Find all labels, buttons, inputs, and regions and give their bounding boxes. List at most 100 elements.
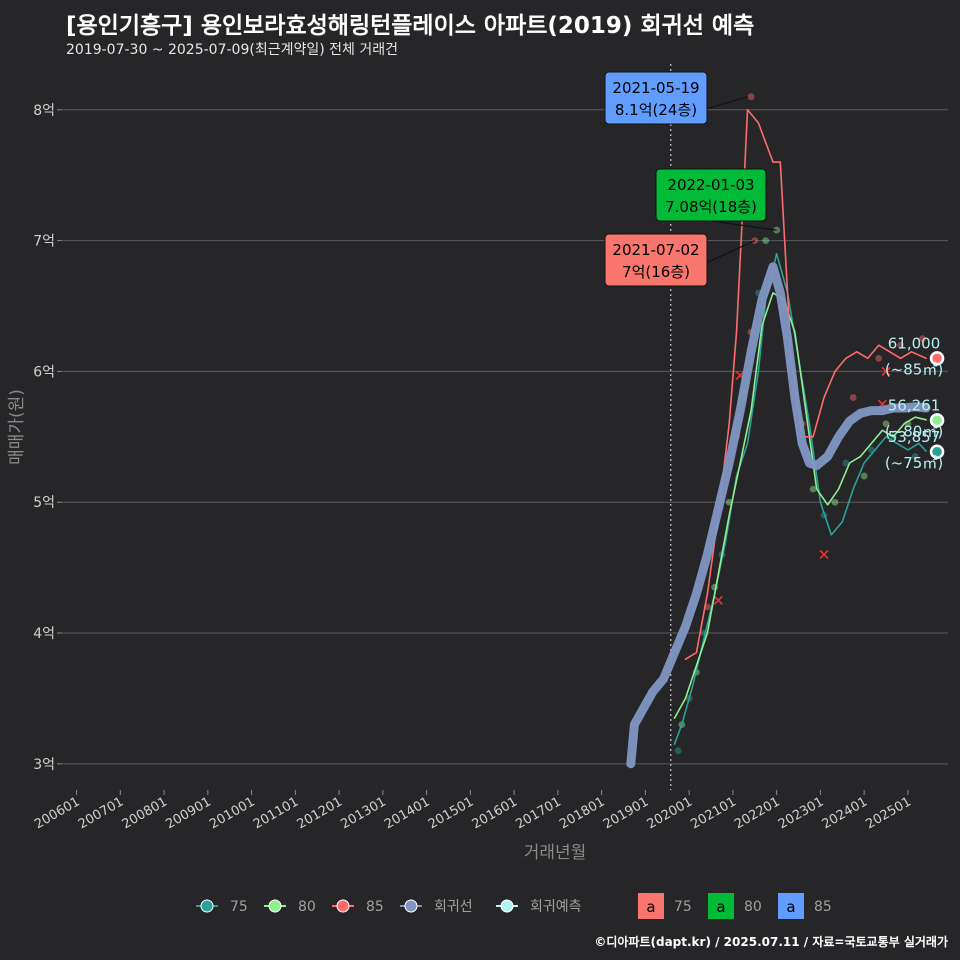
x-tick-label: 200601 [32,794,82,832]
prediction-value: 61,000 [888,334,941,352]
legend-swatch-dot [500,899,514,913]
cancelled-mark [881,366,891,377]
legend-box-label: 85 [814,899,832,915]
x-tick-label: 202501 [863,794,913,832]
scatter-point [911,453,919,460]
scatter-point [809,485,817,493]
callout-date: 2021-07-02 [612,241,699,259]
y-tick-label: 3억 [33,757,55,773]
scatter-point [875,354,883,362]
legend-swatch-dot [200,899,214,913]
prediction-point [929,351,945,366]
callout-label: 8.1억(24층) [615,101,697,119]
scatter-point [842,459,850,467]
x-tick-label: 202301 [776,794,826,832]
legend-box-label: 80 [744,899,762,915]
x-tick-label: 200801 [120,794,170,832]
x-tick-label: 201101 [251,794,301,832]
prediction-layer: 61,000 (~85㎡) 56,261 (~80㎡)53,857 (~75㎡) [885,334,945,472]
scatter-point [849,394,857,401]
series-layer [626,109,931,769]
legend-label: 80 [298,899,316,915]
legend-box-item-85: a 85 [778,893,832,919]
scatter-point [747,93,755,101]
source-caption: ©디아파트(dapt.kr) / 2025.07.11 / 자료=국토교통부 실… [594,935,948,949]
scatter-point [882,420,890,428]
legend: 75 80 85 회귀선 회귀예측 a 75 a 80 a 85 [196,893,832,919]
legend-label: 회귀예측 [530,899,582,915]
chart-subtitle: 2019-07-30 ~ 2025-07-09(최근계약일) 전체 거래건 [66,42,398,58]
scatter-point [831,498,839,506]
callout-box [604,71,708,125]
legend-item-75: 75 [196,899,248,915]
prediction-point [929,444,945,460]
legend-box-glyph: a [716,898,725,916]
y-tick-label: 4억 [33,626,55,642]
x-tick-label: 202001 [645,794,695,832]
legend-box-item-75: a 75 [638,893,692,919]
scatter-point [674,747,682,755]
legend-item-회귀선: 회귀선 [400,899,473,915]
callout-box [655,168,767,222]
callout-label: 7.08억(18층) [665,198,757,216]
x-tick-label: 201801 [557,794,607,832]
legend-swatch-dot [268,899,282,913]
prediction-area: (~75㎡) [885,454,943,472]
legend-box-label: 75 [674,899,692,915]
legend-item-85: 85 [332,899,384,915]
x-tick-label: 201001 [207,794,257,832]
x-tick-label: 200901 [163,794,213,832]
x-tick-label: 201501 [426,794,476,832]
legend-item-회귀예측: 회귀예측 [496,899,582,915]
series-line-75 [673,252,927,746]
legend-item-80: 80 [264,899,316,915]
x-tick-label: 201201 [295,794,345,832]
y-tick-label: 8억 [33,103,55,119]
y-tick-label: 5억 [33,495,55,511]
x-tick-label: 201601 [470,794,520,832]
scatter-point [860,472,868,480]
prediction-area: (~85㎡) [885,360,943,378]
x-tick-label: 200701 [76,794,126,832]
series-line-80 [673,292,927,719]
callout-box [604,233,708,287]
prediction-area: (~80㎡) [885,422,943,440]
prediction-value: 53,857 [888,428,941,446]
y-axis-title: 매매가(원) [7,389,27,465]
x-tick-label: 202101 [688,794,738,832]
x-tick-label: 202201 [732,794,782,832]
legend-box-item-80: a 80 [708,893,762,919]
legend-label: 75 [230,899,248,915]
callout-date: 2022-01-03 [667,176,754,194]
callout-2021-07-02: 2021-07-02 7억(16층) [604,233,756,287]
legend-label: 85 [366,899,384,915]
x-tick-label: 202401 [820,794,870,832]
cancelled-mark [819,549,829,560]
y-tick-label: 6억 [33,364,55,380]
x-tick-label: 201301 [338,794,388,832]
scatter-point [919,335,926,343]
x-tick-label: 201701 [513,794,563,832]
legend-box-swatch [778,893,804,919]
scatter-layer [674,93,926,755]
prediction-value: 56,261 [888,396,941,414]
legend-label: 회귀선 [434,899,473,915]
y-tick-label: 7억 [33,234,55,250]
scatter-point [897,341,905,349]
legend-box-swatch [638,893,664,919]
series-line-회귀선 [626,262,931,769]
cancelled-mark [713,595,723,605]
legend-box-glyph: a [646,898,655,916]
callout-date: 2021-05-19 [612,79,699,97]
chart-title: [용인기흥구] 용인보라효성해링턴플레이스 아파트(2019) 회귀선 예측 [66,13,755,39]
legend-swatch-dot [336,899,350,913]
callout-leader [710,220,777,231]
cancelled-mark-stroke [713,595,723,605]
callout-2021-05-19: 2021-05-19 8.1억(24층) [604,71,748,125]
cancelled-mark-stroke [819,549,829,560]
x-axis-title: 거래년월 [524,843,587,863]
callout-label: 7억(16층) [622,263,690,281]
legend-box-glyph: a [786,898,795,916]
